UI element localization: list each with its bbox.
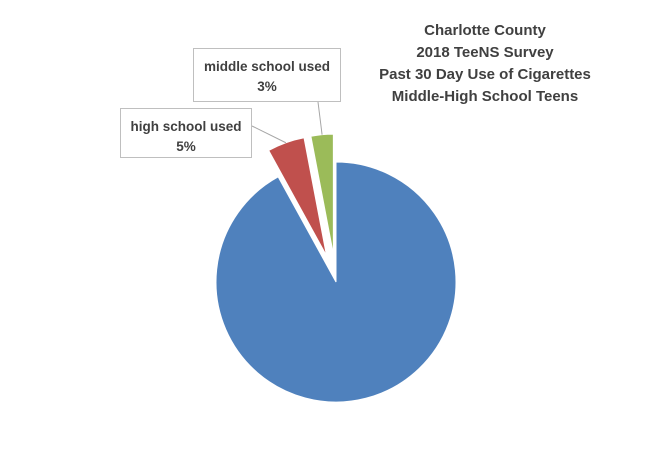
callout-middle-school-name: middle school used	[203, 59, 331, 74]
callout-high-school-value: 5%	[176, 139, 196, 154]
title-line-2: 2018 TeeNS Survey	[416, 44, 554, 61]
leader-line-high-school	[251, 125, 287, 144]
callout-middle-school-value: 3%	[257, 79, 277, 94]
leader-lines	[251, 101, 323, 144]
pie-slice-main	[215, 161, 457, 403]
callout-middle-school: middle school used 3%	[193, 48, 341, 102]
title-line-1: Charlotte County	[424, 22, 546, 39]
title-line-3: Past 30 Day Use of Cigarettes	[379, 66, 591, 83]
callout-high-school-name: high school used	[130, 119, 242, 134]
title-line-4: Middle-High School Teens	[391, 88, 579, 105]
chart-title: Charlotte County 2018 TeeNS Survey Past …	[360, 20, 610, 108]
pie-slice-high-school	[268, 137, 328, 256]
leader-line-middle-school	[317, 101, 323, 135]
pie-slices	[215, 133, 457, 403]
callout-high-school: high school used 5%	[120, 108, 252, 158]
